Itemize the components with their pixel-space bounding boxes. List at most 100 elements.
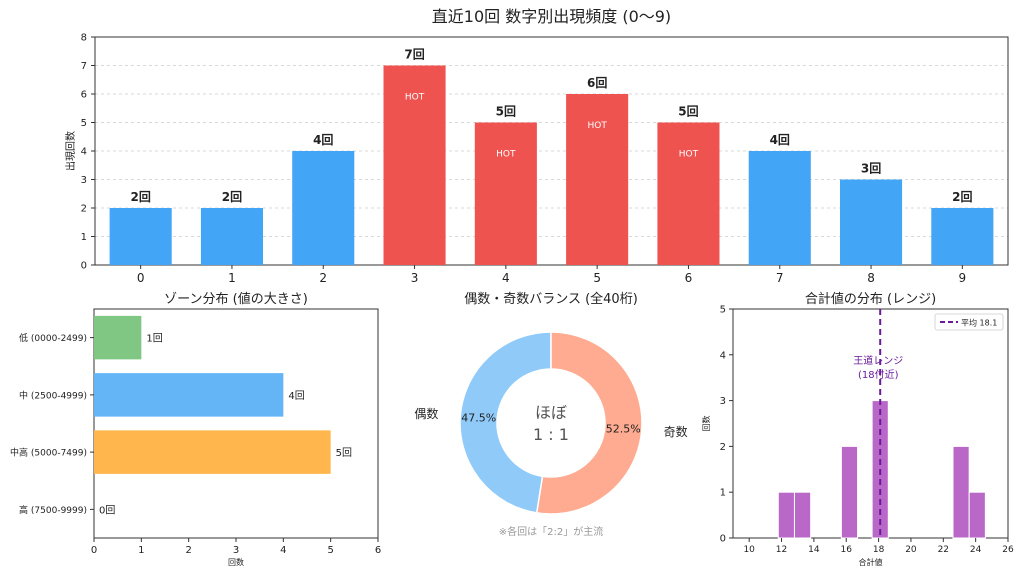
- chart3-title: 偶数・奇数バランス (全40桁): [464, 291, 638, 307]
- chart1-xtick-label: 7: [776, 271, 784, 285]
- chart1-title: 直近10回 数字別出現頻度 (0〜9): [432, 7, 671, 26]
- chart1-xtick-label: 0: [137, 271, 145, 285]
- chart1-hot-label: HOT: [405, 93, 425, 103]
- chart4-title: 合計値の分布 (レンジ): [805, 291, 936, 307]
- chart2-bar: [94, 430, 331, 474]
- chart1-ytick-label: 1: [81, 232, 87, 243]
- chart4-bar: [840, 445, 859, 539]
- chart1-bar: [840, 179, 903, 265]
- chart1-bar: [748, 151, 811, 265]
- chart1-frame: [94, 36, 1009, 266]
- chart2-xlabel: 回数: [228, 557, 244, 567]
- chart2-xtick-label: 1: [138, 545, 144, 556]
- chart1-hot-label: HOT: [679, 150, 699, 160]
- chart2-xtick-label: 6: [375, 545, 381, 556]
- chart4-bar: [793, 491, 812, 539]
- chart2-xtick-label: 0: [91, 545, 97, 556]
- chart1-bar: [383, 65, 446, 265]
- chart4-bar: [777, 491, 795, 539]
- chart1-xtick-label: 3: [411, 271, 419, 285]
- chart2-category-label: 高 (7500-9999): [19, 504, 87, 516]
- chart3-slice: [459, 331, 552, 514]
- chart1-data-label: 2回: [952, 190, 972, 204]
- chart4-annotation: (18付近): [858, 368, 899, 381]
- chart1-bar: [657, 122, 720, 265]
- chart3-pct-label: 47.5%: [461, 411, 496, 424]
- chart3-center-text: ほぼ: [535, 403, 567, 422]
- chart1-data-label: 7回: [404, 48, 424, 62]
- chart4-xtick-label: 18: [873, 545, 885, 555]
- chart2-xtick-label: 3: [233, 545, 239, 556]
- chart1-ytick-label: 5: [81, 118, 87, 129]
- chart1-hot-label: HOT: [587, 121, 607, 131]
- chart2-category-label: 中高 (5000-7499): [10, 447, 87, 459]
- chart1-xtick-label: 1: [228, 271, 236, 285]
- chart1-xtick-label: 4: [502, 271, 510, 285]
- chart1-data-label: 5回: [678, 105, 698, 119]
- chart4-bar: [952, 445, 970, 539]
- chart4-ytick-label: 0: [720, 534, 726, 545]
- chart4-ytick-label: 2: [720, 442, 726, 453]
- chart1-bar: [931, 208, 994, 265]
- chart1-xtick-label: 5: [593, 271, 601, 285]
- chart2-xtick-label: 4: [280, 545, 286, 556]
- chart3-note: ※各回は「2:2」が主流: [499, 525, 603, 538]
- chart1-data-label: 3回: [861, 162, 881, 176]
- chart3-slice-label: 偶数: [414, 406, 438, 421]
- chart1-data-label: 6回: [587, 76, 607, 90]
- chart1-data-label: 2回: [130, 190, 150, 204]
- chart1-ylabel: 出現回数: [64, 131, 77, 171]
- chart4-xtick-label: 12: [776, 545, 787, 555]
- chart1-ytick-label: 8: [81, 33, 87, 44]
- chart2-data-label: 0回: [99, 504, 115, 516]
- chart1-data-label: 4回: [770, 133, 790, 147]
- chart4-xtick-label: 10: [743, 545, 755, 555]
- chart1-bar: [200, 208, 263, 265]
- chart1-data-label: 4回: [313, 133, 333, 147]
- chart1-bar: [474, 122, 537, 265]
- chart2-title: ゾーン分布 (値の大きさ): [164, 291, 308, 307]
- chart1-data-label: 2回: [222, 190, 242, 204]
- chart4-legend-label: 平均 18.1: [961, 318, 997, 328]
- chart4-legend-box: [934, 313, 1004, 331]
- chart2-xtick-label: 2: [185, 545, 191, 556]
- chart4-xtick-label: 16: [841, 545, 853, 555]
- chart1-xtick-label: 8: [867, 271, 875, 285]
- chart4-bar: [968, 491, 986, 539]
- chart4-annotation: 王道レンジ: [853, 354, 903, 367]
- chart4-ytick-label: 5: [720, 305, 726, 316]
- chart1-ytick-label: 3: [81, 175, 87, 186]
- chart4-xtick-label: 24: [970, 545, 982, 555]
- chart4-xlabel: 合計値: [859, 557, 883, 567]
- chart1-data-label: 5回: [496, 105, 516, 119]
- chart1-bar: [292, 151, 355, 265]
- chart3-slice: [535, 331, 643, 515]
- chart1-bar: [109, 208, 172, 265]
- chart4-ytick-label: 1: [720, 488, 726, 499]
- chart3-slice-label: 奇数: [664, 424, 688, 439]
- chart1-bar: [566, 94, 629, 265]
- chart3-center-text: 1 : 1: [533, 425, 569, 444]
- chart4-ytick-label: 3: [720, 396, 726, 407]
- chart1-ytick-label: 6: [81, 90, 87, 101]
- chart4-xtick-label: 26: [1002, 545, 1014, 555]
- chart4-legend: 平均 18.1: [934, 313, 1004, 331]
- chart3-pct-label: 52.5%: [606, 423, 641, 436]
- chart1-xtick-label: 6: [685, 271, 693, 285]
- chart2-data-label: 1回: [146, 333, 162, 345]
- chart4-ylabel: 回数: [701, 416, 711, 432]
- chart4-ytick-label: 4: [720, 350, 726, 361]
- chart1-ytick-label: 4: [81, 147, 87, 158]
- chart1-hot-label: HOT: [496, 150, 516, 160]
- chart2-category-label: 中 (2500-4999): [19, 389, 87, 401]
- chart2-data-label: 4回: [288, 390, 304, 402]
- chart1-xtick-label: 9: [959, 271, 967, 285]
- chart2-bar: [94, 315, 142, 360]
- chart2-category-label: 低 (0000-2499): [19, 332, 87, 344]
- chart1-xtick-label: 2: [319, 271, 327, 285]
- chart1-ytick-label: 2: [81, 204, 87, 215]
- chart1-ytick-label: 0: [81, 261, 87, 272]
- chart2-bar: [94, 373, 284, 417]
- chart4-xtick-label: 14: [808, 545, 820, 555]
